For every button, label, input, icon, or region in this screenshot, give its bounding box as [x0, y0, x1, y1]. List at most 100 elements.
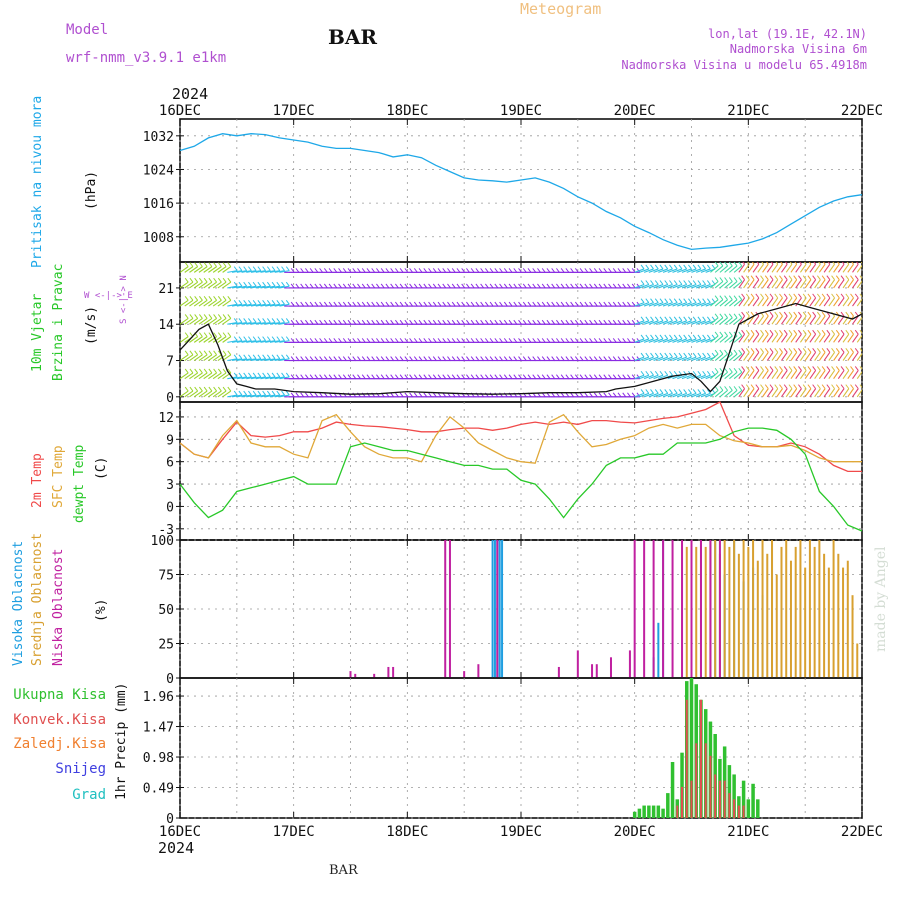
wind-barb-tick [546, 283, 551, 289]
wind-barb [710, 335, 719, 343]
wind-barb-tick [636, 301, 641, 307]
wind-barb [818, 297, 826, 307]
wind-barb-tick [551, 392, 556, 398]
wind-barb [184, 281, 194, 289]
wind-barb [771, 263, 779, 273]
x-tick-label-bottom: 16DEC [159, 824, 201, 840]
wind-barb [856, 352, 862, 361]
wind-barb-tick [423, 283, 428, 289]
wind-barb [653, 283, 664, 289]
wind-barb [208, 336, 217, 343]
wind-barb-tick [831, 384, 835, 389]
wind-barb-tick [570, 338, 575, 343]
wind-barb-tick [673, 264, 678, 270]
wind-barb [785, 279, 793, 289]
wind-barb [246, 394, 257, 398]
wind-barb-tick [184, 314, 189, 319]
wind-barb-tick [342, 319, 347, 325]
wind-barb [757, 370, 764, 379]
wind-barb [217, 266, 227, 273]
wind-barb-tick [835, 275, 840, 281]
wind-barb-tick [198, 386, 203, 392]
wind-barb-tick [189, 277, 194, 283]
mid-cloud-bar [832, 540, 835, 678]
wind-barb-tick [300, 268, 305, 273]
wind-barb-tick [227, 262, 232, 267]
wind-barb [861, 395, 862, 397]
precip-conv-bar [704, 743, 707, 818]
wind-barb [837, 263, 845, 273]
wind-barb [738, 352, 746, 361]
wind-barb-tick [342, 283, 347, 289]
wind-barb-tick [266, 336, 271, 341]
wind-barb-tick [622, 338, 627, 343]
wind-barb-tick [622, 283, 627, 289]
wind-barb-tick [319, 374, 324, 379]
wind-barb [189, 318, 198, 325]
wind-barb-tick [783, 384, 788, 389]
wind-barb [232, 376, 243, 380]
wind-barb-tick [741, 348, 745, 353]
wind-barb [681, 374, 692, 380]
wind-barb-tick [733, 367, 738, 373]
wind-barb [781, 315, 788, 325]
wind-barb [217, 281, 227, 289]
wind-barb [236, 303, 247, 307]
wind-barb [677, 302, 687, 307]
wind-barb [643, 338, 654, 343]
wind-barb-tick [612, 268, 617, 273]
mid-cloud-bar [799, 540, 802, 678]
wind-barb-tick [532, 268, 537, 273]
wind-barb [766, 279, 774, 289]
wind-barb [833, 388, 840, 398]
wind-barb [265, 285, 276, 289]
temp2m-line [179, 401, 862, 473]
wind-barb-tick [650, 264, 654, 270]
mid-cloud-bar [804, 567, 807, 678]
wind-barb [771, 370, 779, 379]
low-cloud-bar [671, 540, 674, 678]
y-tick-label: 9 [166, 433, 174, 448]
wind-barb [648, 283, 659, 289]
wind-barb [208, 354, 217, 361]
wind-barb-tick [574, 301, 579, 307]
wind-barb [852, 370, 859, 379]
wind-barb-tick [859, 348, 862, 352]
wind-barb [246, 340, 257, 343]
wind-barb [799, 279, 807, 289]
precip-total-bar [727, 765, 732, 818]
wind-barb [227, 321, 238, 325]
wind-barb [729, 371, 738, 380]
wind-barb-tick [775, 262, 779, 265]
wind-barb-tick [745, 329, 750, 335]
wind-barb-tick [816, 311, 821, 317]
wind-barb [241, 303, 252, 307]
wind-barb-tick [851, 262, 854, 265]
wind-barb-tick [541, 374, 546, 379]
wind-barb [719, 353, 728, 361]
wind-barb [714, 265, 724, 273]
wind-barb-tick [499, 374, 503, 379]
wind-barb [648, 268, 659, 273]
wind-barb-tick [724, 313, 728, 319]
wind-barb [279, 303, 290, 307]
wind-barb-tick [764, 293, 769, 299]
high-cloud-bar [491, 540, 494, 678]
wind-barb [279, 285, 290, 289]
wind-barb-tick [198, 350, 203, 356]
wind-barb-tick [579, 268, 584, 273]
precip-conv-bar [733, 799, 736, 818]
wind-barb-tick [333, 268, 338, 273]
mid-cloud-bar [685, 546, 688, 678]
wind-barb-tick [217, 262, 222, 267]
wind-barb [681, 268, 692, 273]
wind-barb-tick [484, 283, 489, 289]
wind-barb-tick [793, 348, 798, 353]
wind-barb-tick [217, 277, 222, 283]
wind-barb-tick [788, 384, 793, 389]
wind-barb-tick [783, 348, 788, 353]
wind-barb-tick [608, 268, 612, 273]
wind-barb-tick [803, 262, 807, 265]
wind-barb-tick [706, 280, 711, 285]
wind-barb-tick [385, 283, 390, 289]
